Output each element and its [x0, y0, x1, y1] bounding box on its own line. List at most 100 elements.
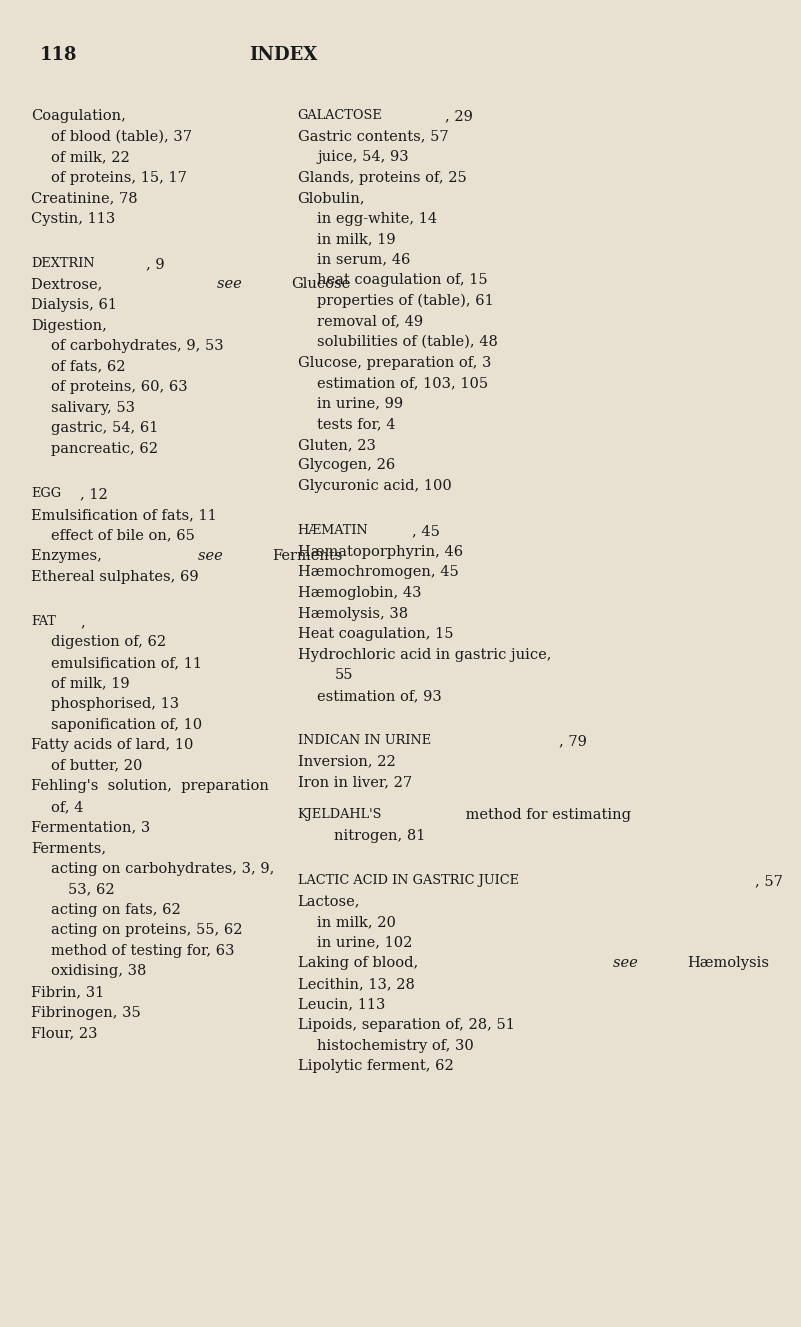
Text: properties of (table), 61: properties of (table), 61: [317, 293, 494, 308]
Text: see: see: [199, 549, 227, 563]
Text: saponification of, 10: saponification of, 10: [51, 718, 202, 731]
Text: , 29: , 29: [445, 109, 473, 123]
Text: Lipoids, separation of, 28, 51: Lipoids, separation of, 28, 51: [298, 1018, 514, 1032]
Text: gastric, 54, 61: gastric, 54, 61: [51, 422, 159, 435]
Text: acting on carbohydrates, 3, 9,: acting on carbohydrates, 3, 9,: [51, 861, 275, 876]
Text: of milk, 19: of milk, 19: [51, 677, 130, 690]
Text: DEXTRIN: DEXTRIN: [31, 257, 95, 269]
Text: of, 4: of, 4: [51, 800, 83, 813]
Text: effect of bile on, 65: effect of bile on, 65: [51, 528, 195, 543]
Text: Leucin, 113: Leucin, 113: [298, 998, 385, 1011]
Text: Enzymes,: Enzymes,: [31, 549, 107, 563]
Text: Creatinine, 78: Creatinine, 78: [31, 191, 138, 206]
Text: , 79: , 79: [559, 734, 587, 748]
Text: KJELDAHL'S: KJELDAHL'S: [298, 808, 382, 821]
Text: Glands, proteins of, 25: Glands, proteins of, 25: [298, 170, 466, 184]
Text: nitrogen, 81: nitrogen, 81: [335, 828, 426, 843]
Text: Heat coagulation, 15: Heat coagulation, 15: [298, 628, 453, 641]
Text: Gluten, 23: Gluten, 23: [298, 438, 376, 453]
Text: EGG: EGG: [31, 487, 62, 500]
Text: Emulsification of fats, 11: Emulsification of fats, 11: [31, 508, 217, 522]
Text: Dextrose,: Dextrose,: [31, 277, 107, 292]
Text: 55: 55: [335, 669, 353, 682]
Text: salivary, 53: salivary, 53: [51, 401, 135, 415]
Text: LACTIC ACID IN GASTRIC JUICE: LACTIC ACID IN GASTRIC JUICE: [298, 874, 518, 886]
Text: Inversion, 22: Inversion, 22: [298, 755, 396, 768]
Text: Glucose, preparation of, 3: Glucose, preparation of, 3: [298, 356, 491, 370]
Text: of carbohydrates, 9, 53: of carbohydrates, 9, 53: [51, 340, 223, 353]
Text: digestion of, 62: digestion of, 62: [51, 636, 166, 649]
Text: Laking of blood,: Laking of blood,: [298, 957, 422, 970]
Text: Ferments,: Ferments,: [31, 841, 107, 855]
Text: see: see: [614, 957, 642, 970]
Text: Glycuronic acid, 100: Glycuronic acid, 100: [298, 479, 452, 494]
Text: Iron in liver, 27: Iron in liver, 27: [298, 775, 412, 790]
Text: Cystin, 113: Cystin, 113: [31, 211, 115, 226]
Text: Dialysis, 61: Dialysis, 61: [31, 299, 117, 312]
Text: Hæmolysis: Hæmolysis: [687, 957, 770, 970]
Text: Glucose: Glucose: [292, 277, 350, 292]
Text: Lactose,: Lactose,: [298, 894, 360, 909]
Text: in urine, 99: in urine, 99: [317, 397, 404, 411]
Text: Digestion,: Digestion,: [31, 318, 107, 333]
Text: in urine, 102: in urine, 102: [317, 936, 413, 950]
Text: juice, 54, 93: juice, 54, 93: [317, 150, 409, 165]
Text: oxidising, 38: oxidising, 38: [51, 965, 147, 978]
Text: see: see: [217, 277, 246, 292]
Text: method of testing for, 63: method of testing for, 63: [51, 943, 235, 958]
Text: Fibrin, 31: Fibrin, 31: [31, 985, 104, 999]
Text: Fehling's  solution,  preparation: Fehling's solution, preparation: [31, 779, 269, 794]
Text: Hydrochloric acid in gastric juice,: Hydrochloric acid in gastric juice,: [298, 648, 551, 662]
Text: , 12: , 12: [80, 487, 108, 502]
Text: of proteins, 60, 63: of proteins, 60, 63: [51, 381, 187, 394]
Text: 118: 118: [40, 46, 77, 65]
Text: estimation of, 103, 105: estimation of, 103, 105: [317, 376, 489, 390]
Text: Glycogen, 26: Glycogen, 26: [298, 458, 395, 472]
Text: 53, 62: 53, 62: [68, 882, 115, 896]
Text: in egg-white, 14: in egg-white, 14: [317, 211, 437, 226]
Text: Lecithin, 13, 28: Lecithin, 13, 28: [298, 977, 414, 991]
Text: acting on proteins, 55, 62: acting on proteins, 55, 62: [51, 924, 243, 937]
Text: in milk, 20: in milk, 20: [317, 916, 396, 929]
Text: phosphorised, 13: phosphorised, 13: [51, 697, 179, 711]
Text: estimation of, 93: estimation of, 93: [317, 689, 442, 703]
Text: Ethereal sulphates, 69: Ethereal sulphates, 69: [31, 569, 199, 584]
Text: Ferments: Ferments: [272, 549, 343, 563]
Text: of blood (table), 37: of blood (table), 37: [51, 129, 192, 143]
Text: in serum, 46: in serum, 46: [317, 252, 411, 267]
Text: , 57: , 57: [755, 874, 783, 888]
Text: GALACTOSE: GALACTOSE: [298, 109, 382, 122]
Text: tests for, 4: tests for, 4: [317, 417, 396, 431]
Text: emulsification of, 11: emulsification of, 11: [51, 656, 202, 670]
Text: of proteins, 15, 17: of proteins, 15, 17: [51, 170, 187, 184]
Text: solubilities of (table), 48: solubilities of (table), 48: [317, 334, 498, 349]
Text: HÆMATIN: HÆMATIN: [298, 524, 368, 537]
Text: method for estimating: method for estimating: [461, 808, 631, 823]
Text: of fats, 62: of fats, 62: [51, 360, 126, 374]
Text: Hæmolysis, 38: Hæmolysis, 38: [298, 606, 408, 621]
Text: Hæmochromogen, 45: Hæmochromogen, 45: [298, 565, 458, 580]
Text: Coagulation,: Coagulation,: [31, 109, 126, 123]
Text: , 45: , 45: [412, 524, 440, 539]
Text: of butter, 20: of butter, 20: [51, 759, 143, 772]
Text: Gastric contents, 57: Gastric contents, 57: [298, 129, 449, 143]
Text: Hæmoglobin, 43: Hæmoglobin, 43: [298, 587, 421, 600]
Text: Lipolytic ferment, 62: Lipolytic ferment, 62: [298, 1059, 453, 1074]
Text: of milk, 22: of milk, 22: [51, 150, 130, 165]
Text: Globulin,: Globulin,: [298, 191, 365, 206]
Text: FAT: FAT: [31, 614, 56, 628]
Text: Hæmatoporphyrin, 46: Hæmatoporphyrin, 46: [298, 545, 463, 559]
Text: acting on fats, 62: acting on fats, 62: [51, 902, 181, 917]
Text: , 9: , 9: [146, 257, 164, 271]
Text: in milk, 19: in milk, 19: [317, 232, 396, 247]
Text: INDICAN IN URINE: INDICAN IN URINE: [298, 734, 431, 747]
Text: pancreatic, 62: pancreatic, 62: [51, 442, 158, 456]
Text: removal of, 49: removal of, 49: [317, 314, 424, 329]
Text: Fatty acids of lard, 10: Fatty acids of lard, 10: [31, 738, 194, 752]
Text: heat coagulation of, 15: heat coagulation of, 15: [317, 273, 488, 288]
Text: histochemistry of, 30: histochemistry of, 30: [317, 1039, 474, 1052]
Text: INDEX: INDEX: [249, 46, 318, 65]
Text: Fibrinogen, 35: Fibrinogen, 35: [31, 1006, 141, 1019]
Text: Fermentation, 3: Fermentation, 3: [31, 820, 151, 835]
Text: ,: ,: [80, 614, 85, 629]
